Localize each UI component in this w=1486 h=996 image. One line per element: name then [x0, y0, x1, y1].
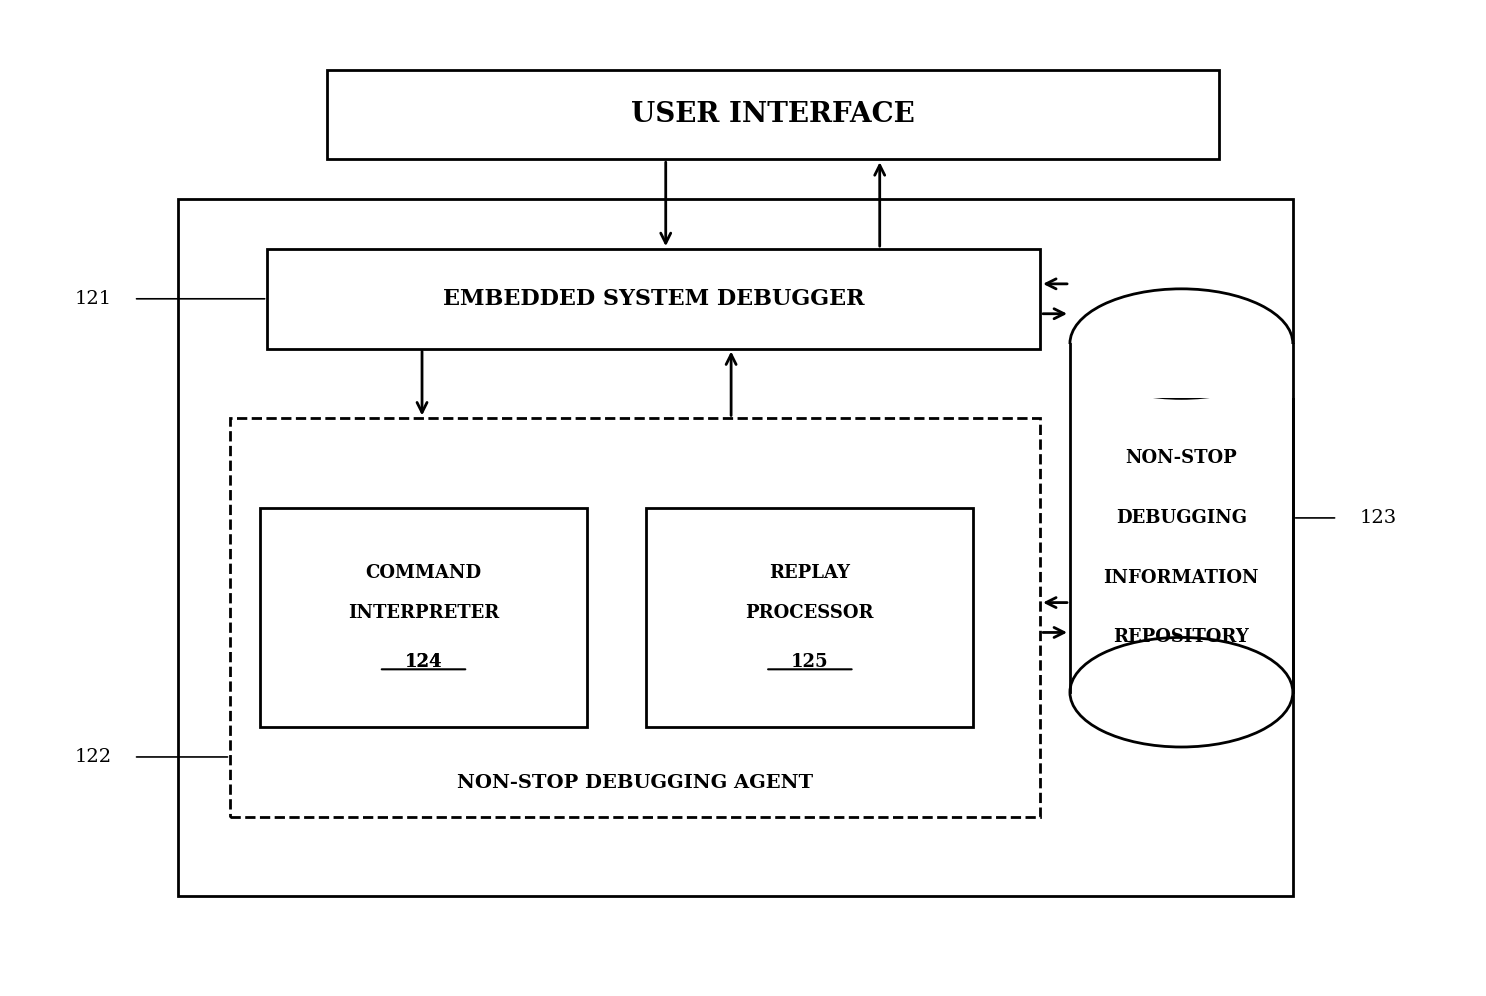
FancyBboxPatch shape — [327, 70, 1219, 159]
FancyBboxPatch shape — [230, 418, 1040, 817]
Text: 122: 122 — [74, 748, 111, 766]
FancyBboxPatch shape — [646, 508, 973, 727]
Text: REPLAY: REPLAY — [770, 564, 850, 582]
Text: 125: 125 — [791, 653, 829, 671]
FancyBboxPatch shape — [267, 249, 1040, 349]
Text: 124: 124 — [404, 653, 443, 671]
Text: USER INTERFACE: USER INTERFACE — [632, 101, 914, 128]
Text: EMBEDDED SYSTEM DEBUGGER: EMBEDDED SYSTEM DEBUGGER — [443, 288, 865, 310]
Text: NON-STOP DEBUGGING AGENT: NON-STOP DEBUGGING AGENT — [458, 774, 813, 792]
Text: 123: 123 — [1360, 509, 1397, 527]
Text: COMMAND: COMMAND — [366, 564, 481, 582]
FancyBboxPatch shape — [178, 199, 1293, 896]
Ellipse shape — [1070, 637, 1293, 747]
Text: DEBUGGING: DEBUGGING — [1116, 509, 1247, 527]
Text: 121: 121 — [74, 290, 111, 308]
Text: NON-STOP: NON-STOP — [1125, 449, 1238, 467]
Text: 124: 124 — [404, 653, 443, 671]
Text: INTERPRETER: INTERPRETER — [348, 604, 499, 622]
Text: REPOSITORY: REPOSITORY — [1113, 628, 1250, 646]
FancyBboxPatch shape — [260, 508, 587, 727]
FancyBboxPatch shape — [1067, 344, 1296, 398]
Text: INFORMATION: INFORMATION — [1104, 569, 1259, 587]
Text: PROCESSOR: PROCESSOR — [746, 604, 874, 622]
Ellipse shape — [1070, 289, 1293, 398]
